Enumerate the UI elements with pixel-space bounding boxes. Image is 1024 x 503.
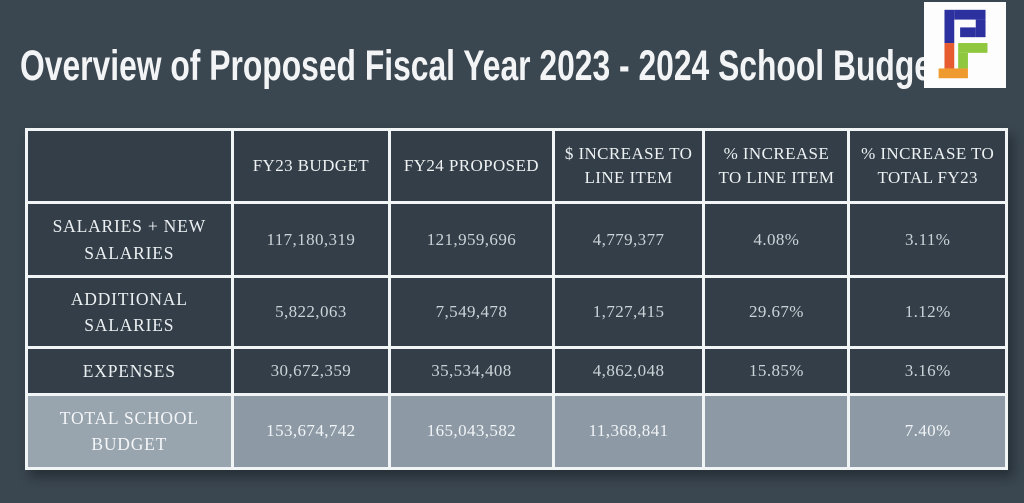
header-cell-pct-increase-total-fy23: % INCREASE TO TOTAL FY23 [850,131,1005,202]
table-cell: 11,368,841 [554,395,703,467]
table-cell: 153,674,742 [233,395,389,467]
header-cell-dollar-increase-line-item: $ INCREASE TO LINE ITEM [554,131,703,202]
table-cell: 3.11% [850,204,1005,276]
table-cell: 165,043,582 [391,395,552,467]
table-cell: 35,534,408 [391,349,552,393]
budget-table: FY23 BUDGET FY24 PROPOSED $ INCREASE TO … [25,128,1008,470]
table-cell: 1,727,415 [554,278,703,347]
header-cell-fy24-proposed: FY24 PROPOSED [391,131,552,202]
row-label-additional-salaries: ADDITIONAL SALARIES [28,278,231,347]
row-label-salaries-new-salaries: SALARIES + NEW SALARIES [28,204,231,276]
page-title: Overview of Proposed Fiscal Year 2023 - … [20,42,943,90]
table-cell: 4.08% [705,204,848,276]
table-cell: 117,180,319 [233,204,389,276]
table-cell: 7,549,478 [391,278,552,347]
ps-monogram-icon [938,9,988,79]
table-cell: 30,672,359 [233,349,389,393]
table-cell: 29.67% [705,278,848,347]
table-cell: 4,862,048 [554,349,703,393]
table-cell: 15.85% [705,349,848,393]
ps-monogram-logo [924,2,1006,88]
table-cell: 5,822,063 [233,278,389,347]
header-cell-pct-increase-line-item: % INCREASE TO LINE ITEM [705,131,848,202]
row-label-expenses: EXPENSES [28,349,231,393]
row-label-total-school-budget: TOTAL SCHOOL BUDGET [28,395,231,467]
table-cell: 121,959,696 [391,204,552,276]
header-cell-blank [28,131,231,202]
table-cell [705,395,848,467]
header-cell-fy23-budget: FY23 BUDGET [233,131,389,202]
table-cell: 4,779,377 [554,204,703,276]
table-cell: 3.16% [850,349,1005,393]
table-cell: 7.40% [850,395,1005,467]
table-cell: 1.12% [850,278,1005,347]
